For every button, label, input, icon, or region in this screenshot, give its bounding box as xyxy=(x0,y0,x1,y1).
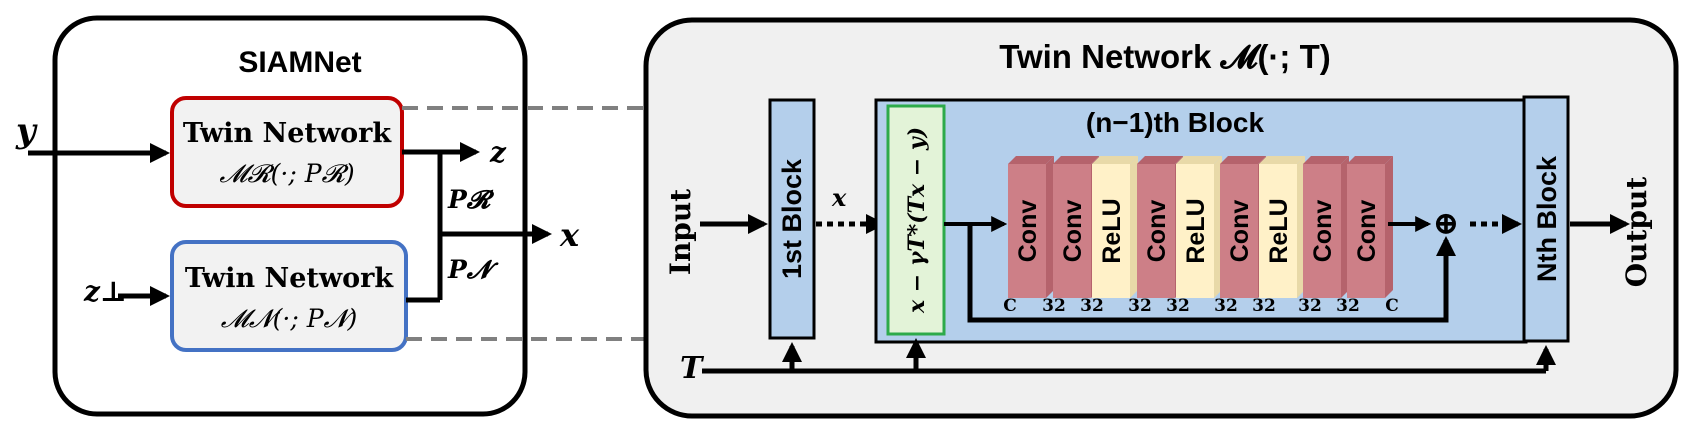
conv-layer-label: Conv xyxy=(1353,200,1381,263)
conv-layer-label: Conv xyxy=(1309,200,1337,263)
twin-network-r-formula: 𝓜𝓡(·; P𝓡) xyxy=(219,159,354,188)
channel-label: 32 xyxy=(1252,296,1276,316)
twin-network-n-box xyxy=(170,240,408,352)
conv-layer-face xyxy=(1347,164,1385,298)
conv-layer-face xyxy=(1053,164,1091,298)
output-z-label: z xyxy=(489,136,507,169)
channel-label: 32 xyxy=(1336,296,1360,316)
conv-layer: Conv xyxy=(1347,156,1393,298)
twin-network-r-title: Twin Network xyxy=(183,118,392,149)
input-y-label: y xyxy=(15,111,38,151)
relu-layer-face xyxy=(1092,164,1130,298)
twin-network-panel-title: Twin Network 𝓜(·; T) xyxy=(999,38,1330,75)
relu-layer-top xyxy=(1259,156,1305,164)
twin-network-n-title: Twin Network xyxy=(185,263,394,294)
relu-layer: ReLU xyxy=(1176,156,1222,298)
input-z-perp-label: z⊥ xyxy=(83,275,127,308)
x-label: x xyxy=(831,183,847,212)
param-n-label: P𝓝 xyxy=(447,255,499,284)
channel-label: 32 xyxy=(1042,296,1066,316)
conv-layer-face xyxy=(1008,164,1046,298)
output-x-label: x xyxy=(559,216,580,254)
layer-stack: Conv Conv ReLU Conv ReLU Conv ReLU Conv Conv xyxy=(1008,156,1393,298)
relu-layer-top xyxy=(1092,156,1138,164)
first-block xyxy=(768,98,816,340)
twin-network-r-box xyxy=(170,96,404,208)
relu-layer-label: ReLU xyxy=(1182,198,1210,263)
conv-layer-top xyxy=(1220,156,1266,164)
siamnet-title: SIAMNet xyxy=(238,46,361,79)
conv-layer-top xyxy=(1053,156,1099,164)
conv-layer-face xyxy=(1137,164,1175,298)
relu-layer-side xyxy=(1130,156,1138,298)
gradient-step-label: x − γT*(Tx − y) xyxy=(904,127,930,314)
channel-label: C xyxy=(1385,296,1399,316)
nth-block-label: Nth Block xyxy=(1532,155,1562,282)
conv-layer: Conv xyxy=(1303,156,1349,298)
conv-layer-top xyxy=(1137,156,1183,164)
conv-layer-side xyxy=(1046,156,1054,298)
twin-network-n-formula: 𝓜𝓝(·; P𝓝) xyxy=(221,304,358,333)
conv-layer-face xyxy=(1303,164,1341,298)
channel-labels: C 32 32 32 32 32 32 32 32 C xyxy=(1003,296,1399,316)
relu-layer-face xyxy=(1259,164,1297,298)
conv-layer-face xyxy=(1220,164,1258,298)
relu-layer-face xyxy=(1176,164,1214,298)
first-block-label: 1st Block xyxy=(777,158,807,279)
gradient-step-box xyxy=(886,104,946,336)
conv-layer-top xyxy=(1303,156,1349,164)
sum-symbol: ⊕ xyxy=(1433,204,1460,242)
t-label: T xyxy=(680,351,705,386)
input-label: Input xyxy=(664,189,697,275)
output-label: Output xyxy=(1620,177,1653,288)
nth-block xyxy=(1522,95,1570,343)
relu-layer-label: ReLU xyxy=(1098,198,1126,263)
skip-connection xyxy=(967,224,1456,323)
conv-layer-top xyxy=(1347,156,1393,164)
inner-block-title: (n−1)th Block xyxy=(1086,107,1265,138)
channel-label: 32 xyxy=(1298,296,1322,316)
conv-layer-top xyxy=(1008,156,1054,164)
relu-layer: ReLU xyxy=(1259,156,1305,298)
conv-layer-label: Conv xyxy=(1059,200,1087,263)
channel-label: 32 xyxy=(1080,296,1104,316)
channel-label: 32 xyxy=(1214,296,1238,316)
relu-layer-top xyxy=(1176,156,1222,164)
conv-layer-label: Conv xyxy=(1143,200,1171,263)
conv-layer-label: Conv xyxy=(1014,200,1042,263)
conv-layer-side xyxy=(1385,156,1393,298)
channel-label: 32 xyxy=(1128,296,1152,316)
relu-layer-label: ReLU xyxy=(1265,198,1293,263)
param-r-label: P𝓡 xyxy=(447,185,495,214)
conv-layer-label: Conv xyxy=(1226,200,1254,263)
channel-label: C xyxy=(1003,296,1017,316)
relu-layer: ReLU xyxy=(1092,156,1138,298)
channel-label: 32 xyxy=(1166,296,1190,316)
conv-layer: Conv xyxy=(1008,156,1054,298)
